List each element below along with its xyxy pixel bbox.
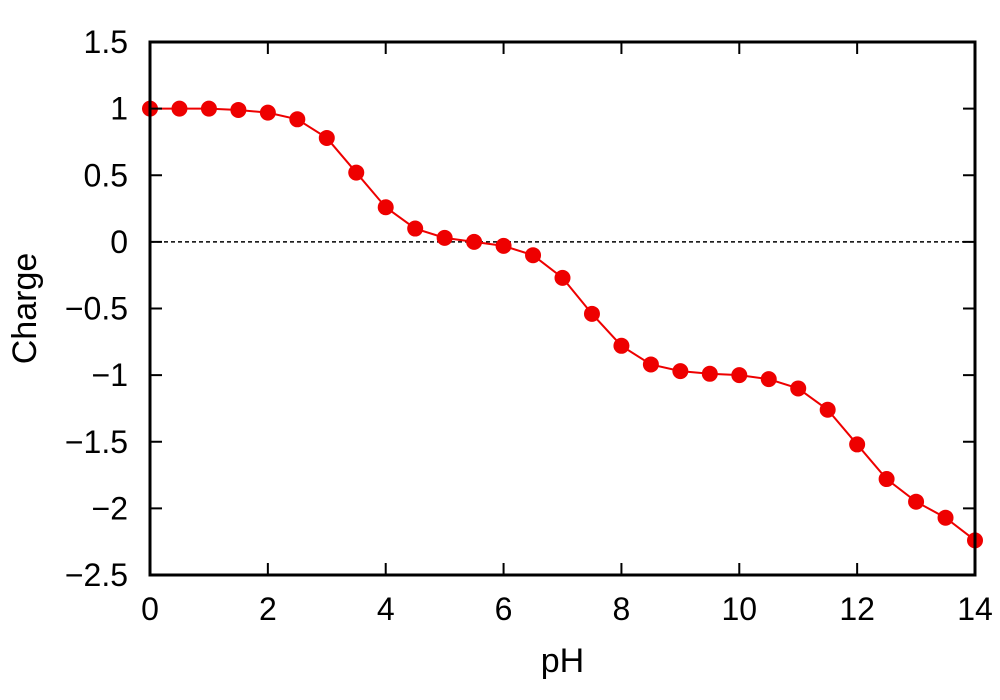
data-point	[937, 509, 954, 526]
data-point	[495, 237, 512, 254]
y-tick-label: 1	[110, 91, 128, 127]
data-point	[525, 247, 542, 264]
y-tick-label: −1.5	[65, 424, 128, 460]
data-point	[289, 111, 306, 128]
y-tick-label: −2	[92, 490, 128, 526]
x-axis-title: pH	[541, 642, 584, 680]
data-point	[583, 305, 600, 322]
data-point	[171, 100, 188, 117]
data-point	[377, 199, 394, 216]
data-point	[878, 471, 895, 488]
data-point	[731, 367, 748, 384]
data-point	[790, 380, 807, 397]
y-tick-label: −1	[92, 357, 128, 393]
data-point	[436, 229, 453, 246]
plot-frame	[148, 40, 977, 577]
x-tick-label: 10	[721, 591, 757, 627]
x-tick-label: 4	[377, 591, 395, 627]
y-tick-label: 0.5	[84, 157, 128, 193]
y-tick-label: −2.5	[65, 557, 128, 593]
x-tick-label: 8	[613, 591, 631, 627]
data-point	[760, 371, 777, 388]
x-tick-label: 6	[495, 591, 513, 627]
x-tick-label: 2	[259, 591, 277, 627]
x-tick-label: 0	[141, 591, 159, 627]
y-axis-title: Charge	[6, 253, 44, 365]
data-point	[672, 363, 689, 380]
series-line	[150, 107, 976, 542]
data-point	[407, 220, 424, 237]
data-point	[554, 269, 571, 286]
data-point	[908, 493, 925, 510]
data-point	[230, 101, 247, 118]
data-point	[200, 100, 217, 117]
y-tick-label: 1.5	[84, 24, 128, 60]
data-point	[466, 233, 483, 250]
data-point	[819, 401, 836, 418]
data-point	[318, 129, 335, 146]
data-point	[849, 436, 866, 453]
series-layer	[142, 100, 983, 549]
y-tick-label: −0.5	[65, 291, 128, 327]
tick-layer: 0 2 4 6 8 10 12 14 1.5 1 0.5 0 −0.5 −1 −1.5 −2 −2.5	[65, 24, 993, 627]
data-point	[613, 337, 630, 354]
x-tick-label: 12	[839, 591, 875, 627]
x-tick-label: 14	[957, 591, 993, 627]
data-point	[642, 356, 659, 373]
data-point	[259, 104, 276, 121]
y-tick-label: 0	[110, 224, 128, 260]
data-point	[348, 164, 365, 181]
data-point	[701, 365, 718, 382]
